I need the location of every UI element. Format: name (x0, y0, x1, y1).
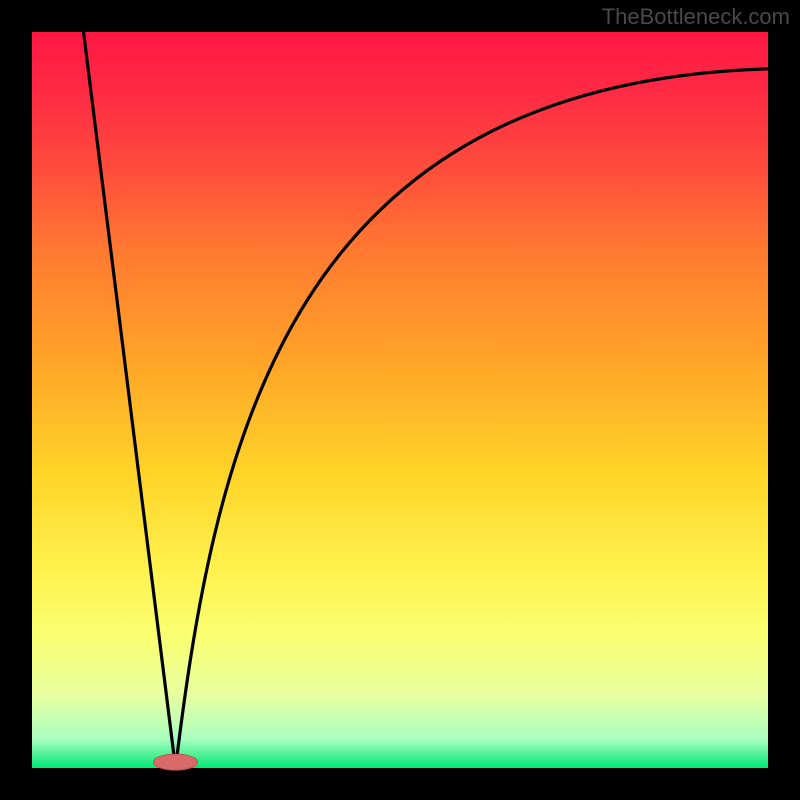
bottleneck-chart: TheBottleneck.com (0, 0, 800, 800)
optimal-marker (154, 754, 198, 770)
plot-background (32, 32, 768, 768)
watermark-text: TheBottleneck.com (602, 4, 790, 30)
chart-svg (0, 0, 800, 800)
